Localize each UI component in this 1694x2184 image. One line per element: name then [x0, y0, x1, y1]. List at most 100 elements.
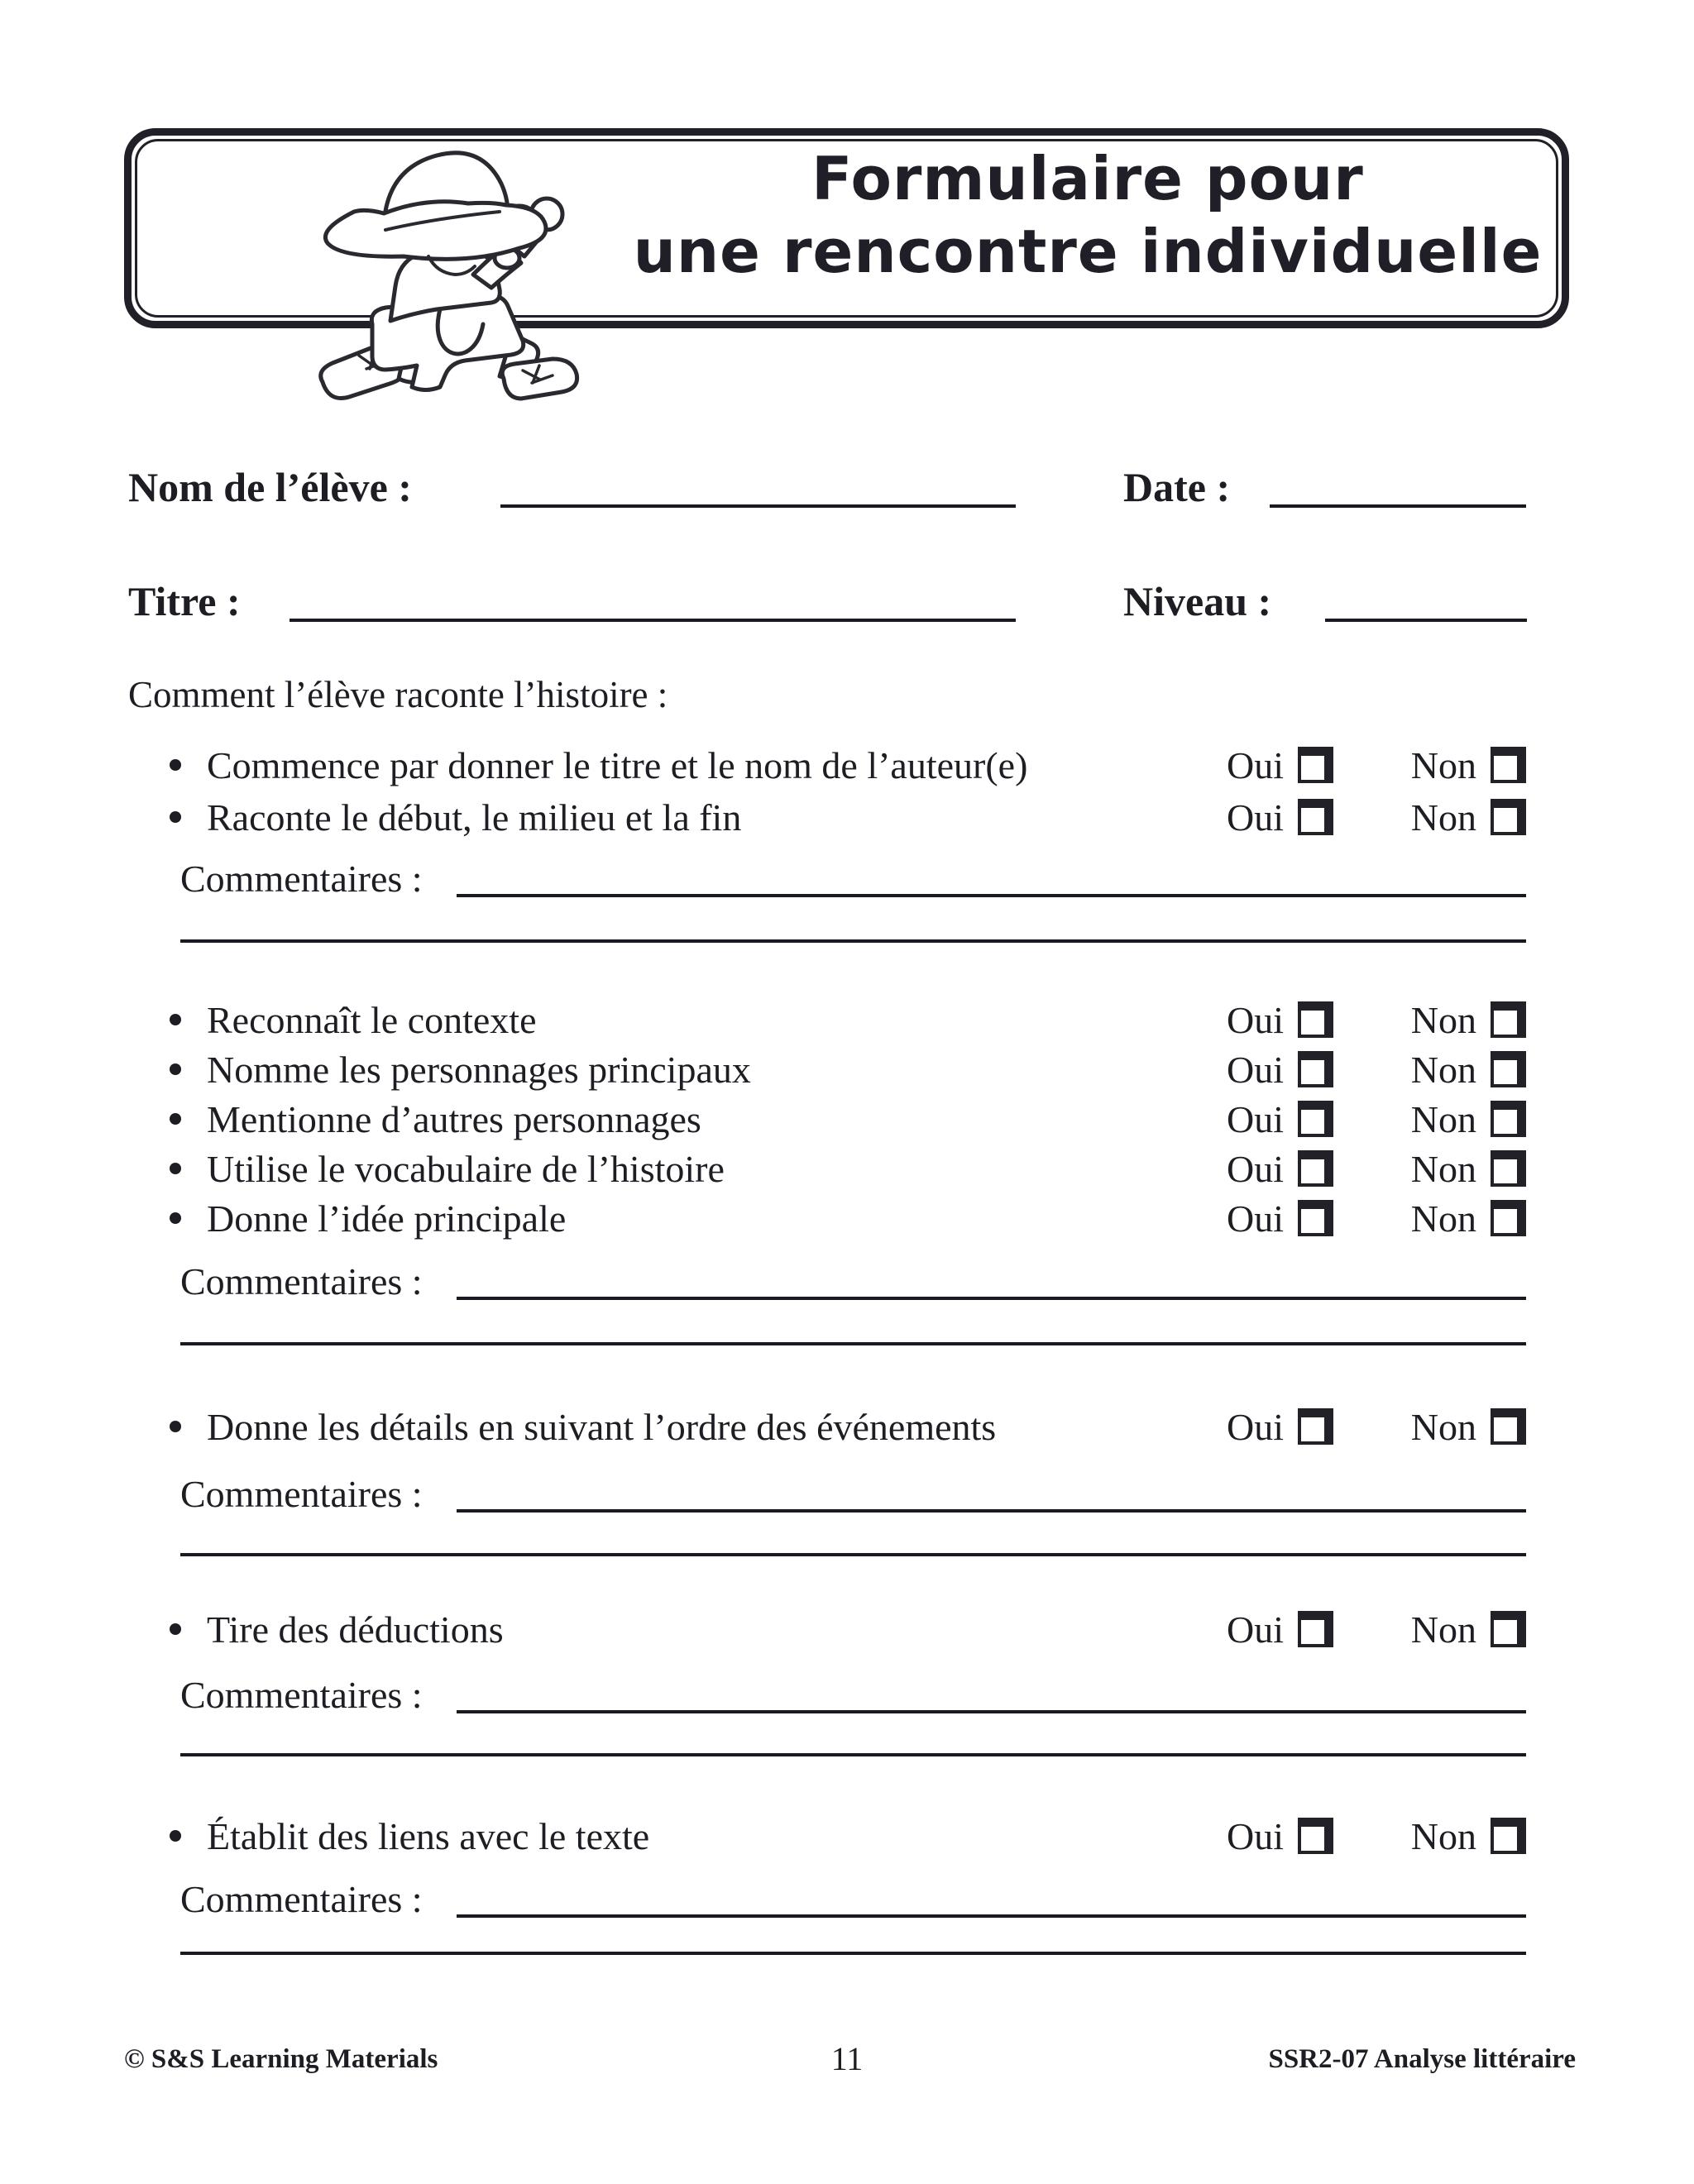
title-banner-inner-border	[135, 139, 1558, 318]
book-title-blank[interactable]	[290, 619, 1016, 622]
bullet-icon	[170, 1212, 181, 1224]
comments-label: Commentaires :	[180, 1473, 423, 1515]
oui-checkbox[interactable]	[1298, 1408, 1333, 1445]
comments-label: Commentaires :	[180, 1260, 423, 1302]
comments-blank[interactable]	[180, 1753, 1526, 1756]
non-label: Non	[1410, 1197, 1476, 1240]
comments-blank[interactable]	[180, 1553, 1526, 1556]
page-number: 11	[830, 2040, 864, 2077]
bullet-icon	[170, 1830, 181, 1842]
comments-blank[interactable]	[457, 1297, 1526, 1300]
product-code: SSR2-07 Analyse littéraire	[1268, 2044, 1576, 2074]
oui-checkbox[interactable]	[1298, 1818, 1333, 1854]
page-title-line1: Formulaire pour	[811, 144, 1364, 213]
yes-no-group: Oui Non	[1227, 1147, 1526, 1191]
non-checkbox[interactable]	[1491, 1408, 1526, 1445]
non-checkbox[interactable]	[1491, 1200, 1526, 1236]
non-label: Non	[1410, 1147, 1476, 1190]
checklist-item-label: Utilise le vocabulaire de l’histoire	[207, 1147, 725, 1190]
non-checkbox[interactable]	[1491, 1818, 1526, 1854]
checklist-row: Donne l’idée principale Oui Non	[170, 1197, 1526, 1240]
checklist-row: Raconte le début, le milieu et la fin Ou…	[170, 796, 1526, 839]
oui-checkbox[interactable]	[1298, 1051, 1333, 1087]
oui-checkbox[interactable]	[1298, 799, 1333, 835]
date-blank[interactable]	[1270, 504, 1526, 508]
non-checkbox[interactable]	[1491, 1611, 1526, 1647]
checklist-item-label: Donne les détails en suivant l’ordre des…	[207, 1405, 997, 1448]
bullet-icon	[170, 1113, 181, 1125]
level-label: Niveau :	[1123, 578, 1272, 624]
student-name-blank[interactable]	[500, 504, 1016, 508]
oui-label: Oui	[1227, 1147, 1284, 1190]
comments-blank[interactable]	[180, 1342, 1526, 1345]
checklist-item-label: Donne l’idée principale	[207, 1197, 567, 1240]
comments-label: Commentaires :	[180, 1878, 423, 1920]
oui-label: Oui	[1227, 1814, 1284, 1857]
oui-label: Oui	[1227, 1097, 1284, 1140]
oui-label: Oui	[1227, 1048, 1284, 1091]
oui-label: Oui	[1227, 796, 1284, 839]
checklist-item-label: Raconte le début, le milieu et la fin	[207, 796, 742, 839]
checklist-item-label: Mentionne d’autres personnages	[207, 1097, 701, 1140]
checklist-row: Utilise le vocabulaire de l’histoire Oui…	[170, 1147, 1526, 1190]
non-checkbox[interactable]	[1491, 1101, 1526, 1137]
oui-checkbox[interactable]	[1298, 1001, 1333, 1038]
bullet-icon	[170, 1623, 181, 1635]
comments-label: Commentaires :	[180, 1674, 423, 1716]
yes-no-group: Oui Non	[1227, 1608, 1526, 1651]
non-label: Non	[1410, 1405, 1476, 1448]
non-label: Non	[1410, 1048, 1476, 1091]
student-name-label: Nom de l’élève :	[128, 464, 412, 510]
non-label: Non	[1410, 1814, 1476, 1857]
yes-no-group: Oui Non	[1227, 743, 1526, 787]
comments-blank[interactable]	[457, 1710, 1526, 1713]
section-heading: Comment l’élève raconte l’histoire :	[128, 674, 668, 715]
bullet-icon	[170, 1421, 181, 1432]
page-title: Formulaire pour une rencontre individuel…	[579, 142, 1596, 288]
non-checkbox[interactable]	[1491, 799, 1526, 835]
oui-checkbox[interactable]	[1298, 1101, 1333, 1137]
comments-blank[interactable]	[180, 939, 1526, 943]
oui-label: Oui	[1227, 743, 1284, 786]
checklist-item-label: Reconnaît le contexte	[207, 998, 537, 1041]
yes-no-group: Oui Non	[1227, 1814, 1526, 1858]
oui-label: Oui	[1227, 1608, 1284, 1651]
non-checkbox[interactable]	[1491, 1051, 1526, 1087]
bullet-icon	[170, 811, 181, 823]
oui-checkbox[interactable]	[1298, 1200, 1333, 1236]
non-checkbox[interactable]	[1491, 747, 1526, 783]
comments-blank[interactable]	[457, 1914, 1526, 1918]
checklist-row: Mentionne d’autres personnages Oui Non	[170, 1097, 1526, 1140]
yes-no-group: Oui Non	[1227, 1097, 1526, 1141]
non-label: Non	[1410, 998, 1476, 1041]
oui-label: Oui	[1227, 998, 1284, 1041]
bullet-icon	[170, 1163, 181, 1174]
oui-checkbox[interactable]	[1298, 1150, 1333, 1187]
level-blank[interactable]	[1325, 619, 1527, 622]
date-label: Date :	[1123, 464, 1231, 510]
oui-label: Oui	[1227, 1197, 1284, 1240]
checklist-row: Tire des déductions Oui Non	[170, 1608, 1526, 1651]
copyright-text: © S&S Learning Materials	[124, 2044, 438, 2074]
comments-blank[interactable]	[180, 1952, 1526, 1955]
oui-label: Oui	[1227, 1405, 1284, 1448]
checklist-item-label: Établit des liens avec le texte	[207, 1814, 650, 1857]
non-label: Non	[1410, 796, 1476, 839]
checklist-row: Établit des liens avec le texte Oui Non	[170, 1814, 1526, 1857]
bullet-icon	[170, 1063, 181, 1075]
checklist-row: Commence par donner le titre et le nom d…	[170, 743, 1526, 786]
checklist-row: Nomme les personnages principaux Oui Non	[170, 1048, 1526, 1091]
checklist-row: Reconnaît le contexte Oui Non	[170, 998, 1526, 1041]
non-checkbox[interactable]	[1491, 1150, 1526, 1187]
oui-checkbox[interactable]	[1298, 1611, 1333, 1647]
oui-checkbox[interactable]	[1298, 747, 1333, 783]
bullet-icon	[170, 1014, 181, 1025]
comments-blank[interactable]	[457, 894, 1526, 897]
comments-blank[interactable]	[457, 1509, 1526, 1513]
comments-label: Commentaires :	[180, 858, 423, 900]
yes-no-group: Oui Non	[1227, 1048, 1526, 1092]
non-label: Non	[1410, 743, 1476, 786]
yes-no-group: Oui Non	[1227, 1197, 1526, 1240]
non-checkbox[interactable]	[1491, 1001, 1526, 1038]
